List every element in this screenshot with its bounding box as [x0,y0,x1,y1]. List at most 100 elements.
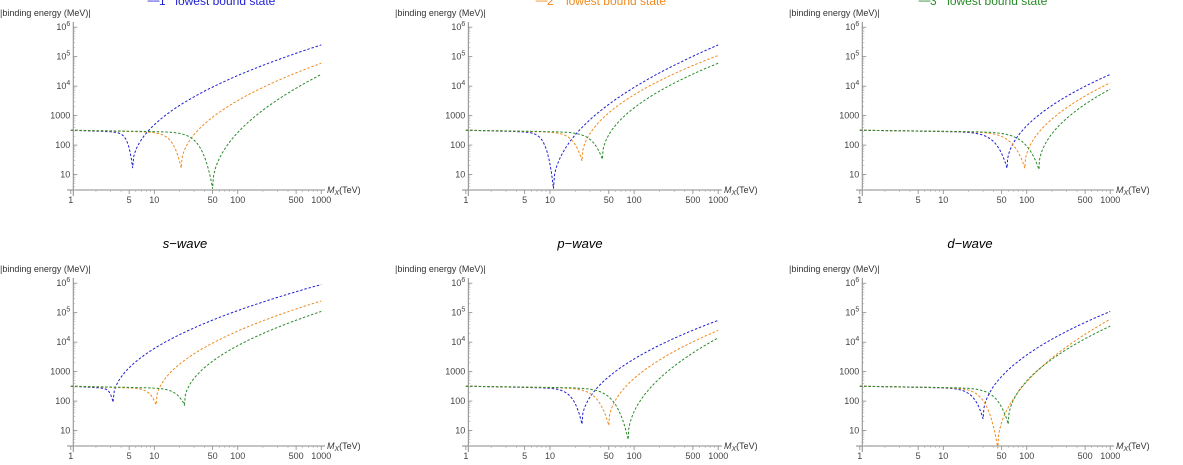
x-tick-label: 500 [685,195,700,205]
x-tick-label: 1000 [708,451,728,461]
x-tick-label: 50 [604,195,614,205]
x-tick-label: 100 [627,451,642,461]
y-tick-label: 104 [451,80,465,91]
x-axis-title: MX(TeV) [1116,441,1150,453]
y-tick-label: 1000 [445,367,465,377]
y-axis-title: |binding energy (MeV)| [395,8,486,18]
legend-num: 2 [547,0,554,8]
series-line-state-1 [465,319,719,425]
x-tick-label: 1 [463,451,468,461]
y-tick-label: 106 [451,21,465,32]
y-tick-label: 104 [845,80,859,91]
legend-item-state-2: −−2nd lowest bound state [535,0,666,8]
x-axis-title: MX(TeV) [327,441,361,453]
legend-text: lowest bound state [947,0,1048,8]
series-line-state-3 [70,73,322,189]
y-tick-label: 106 [845,277,859,288]
x-tick-label: 1 [68,451,73,461]
series-line-state-3 [465,62,719,160]
x-tick-label: 1000 [708,195,728,205]
legend-dash: −− [147,0,160,8]
x-tick-label: 1000 [1100,195,1120,205]
y-tick-label: 105 [451,307,465,318]
series-line-state-1 [465,44,719,189]
x-tick-label: 1 [857,451,862,461]
x-tick-label: 5 [916,451,921,461]
legend-num: 3 [930,0,937,8]
y-tick-label: 1000 [50,367,70,377]
x-tick-label: 10 [545,195,555,205]
y-tick-label: 104 [451,336,465,347]
x-tick-label: 50 [997,195,1007,205]
y-tick-label: 104 [845,336,859,347]
legend: −−1st lowest bound state −−2nd lowest bo… [0,0,1183,15]
wave-label-p: p−wave [557,236,603,251]
y-tick-label: 100 [844,396,859,406]
y-tick-label: 106 [451,277,465,288]
y-tick-label: 1000 [839,367,859,377]
y-axis-title: |binding energy (MeV)| [0,8,91,18]
legend-item-state-3: −−3rd lowest bound state [918,0,1047,8]
series-line-state-2 [465,54,719,162]
y-tick-label: 104 [56,80,70,91]
legend-text: lowest bound state [175,0,276,8]
x-tick-label: 1000 [311,451,331,461]
x-tick-label: 50 [997,451,1007,461]
chart-panel-6: 10 100 1000 104 105 106 1 5 10 50 100 500 1000 |bindi… [789,264,1150,461]
x-tick-label: 1000 [311,195,331,205]
y-tick-label: 10 [60,170,70,180]
y-tick-label: 10 [455,170,465,180]
y-tick-label: 105 [451,51,465,62]
series-line-state-3 [859,88,1111,170]
x-tick-label: 1 [68,195,73,205]
x-tick-label: 500 [1078,451,1093,461]
y-tick-label: 100 [55,396,70,406]
y-tick-label: 10 [60,426,70,436]
x-tick-label: 10 [149,451,159,461]
y-tick-label: 1000 [445,111,465,121]
x-tick-label: 5 [127,451,132,461]
y-tick-label: 1000 [839,111,859,121]
y-axis-title: |binding energy (MeV)| [395,264,486,274]
y-tick-label: 10 [455,426,465,436]
y-tick-label: 1000 [50,111,70,121]
series-line-state-2 [465,329,719,426]
legend-text: lowest bound state [565,0,667,8]
x-tick-label: 500 [289,451,304,461]
legend-sup: st [166,0,172,2]
legend-num: 1 [159,0,166,8]
legend-dash: −− [535,0,548,8]
y-tick-label: 100 [844,140,859,150]
series-line-state-3 [70,310,322,407]
x-tick-label: 100 [1019,451,1034,461]
x-tick-label: 100 [1019,195,1034,205]
y-tick-label: 10 [849,426,859,436]
x-tick-label: 1 [463,195,468,205]
y-tick-label: 105 [56,307,70,318]
series-line-state-1 [70,44,322,169]
chart-panel-2: 10 100 1000 104 105 106 1 5 10 50 100 500 1000 |bindi… [395,8,758,205]
y-tick-label: 105 [845,51,859,62]
y-tick-label: 100 [450,396,465,406]
series-line-state-3 [859,325,1111,425]
y-tick-label: 100 [450,140,465,150]
x-tick-label: 100 [627,195,642,205]
y-axis-title: |binding energy (MeV)| [0,264,91,274]
series-line-state-2 [70,62,322,169]
y-tick-label: 105 [845,307,859,318]
series-line-state-3 [465,337,719,440]
y-tick-label: 105 [56,51,70,62]
series-line-state-1 [859,73,1111,169]
y-axis-title: |binding energy (MeV)| [789,264,880,274]
x-axis-title: MX(TeV) [1116,185,1150,197]
series-line-state-1 [70,284,322,403]
series-line-state-2 [859,82,1111,169]
x-tick-label: 50 [208,451,218,461]
y-tick-label: 10 [849,170,859,180]
legend-dash: −− [918,0,931,8]
x-tick-label: 5 [522,195,527,205]
x-tick-label: 10 [938,451,948,461]
y-tick-label: 104 [56,336,70,347]
legend-sup: rd [937,0,944,2]
